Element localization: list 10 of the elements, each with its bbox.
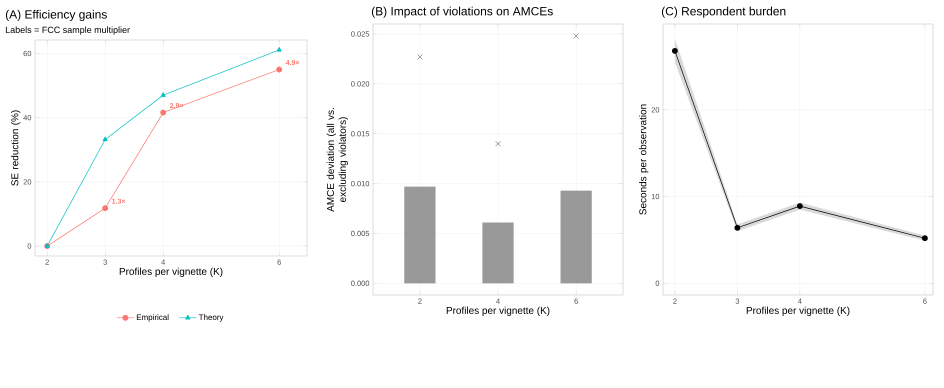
y-axis-title: Seconds per observation [639,104,648,215]
chart-subtitle: Labels = FCC sample multiplier [6,26,130,35]
y-axis-title: SE reduction (%) [11,110,20,186]
x-axis-title: Profiles per vignette (K) [746,306,850,316]
chart-title: (A) Efficiency gains [6,10,107,22]
chart-title: (B) Impact of violations on AMCEs [372,6,553,18]
x-axis-title: Profiles per vignette (K) [120,268,222,277]
y-axis-title: AMCE deviation (all vs. excluding violators) [326,108,348,212]
chart-title: (C) Respondent burden [662,6,786,18]
x-axis-title: Profiles per vignette (K) [446,306,550,316]
